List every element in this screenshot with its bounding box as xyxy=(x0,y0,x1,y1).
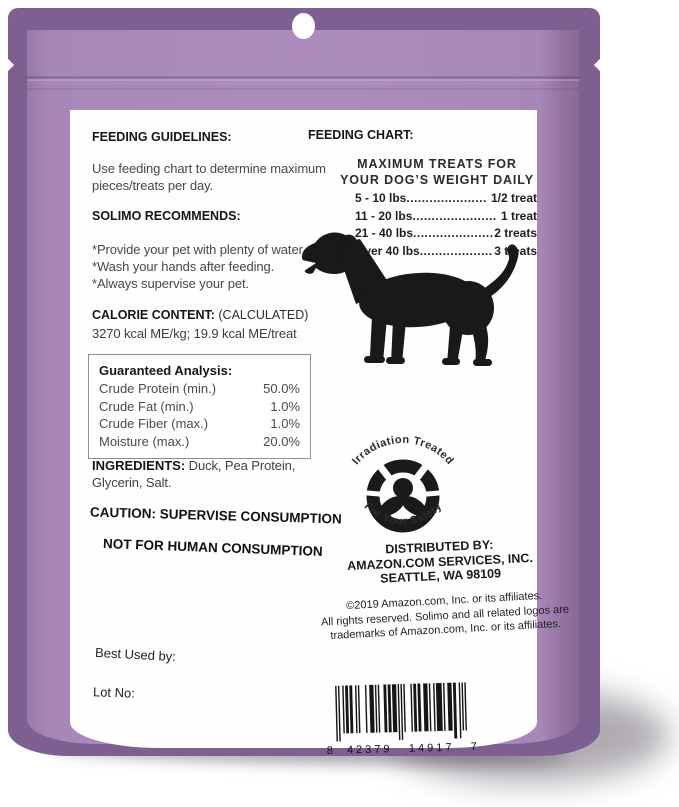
treat-amount: 1/2 treat xyxy=(490,191,537,205)
zipper-seam-highlight xyxy=(27,79,579,81)
analysis-name: Crude Fiber (max.) xyxy=(99,416,209,431)
analysis-value: 1.0% xyxy=(270,398,300,414)
tear-notch-right xyxy=(593,57,609,73)
analysis-name: Moisture (max.) xyxy=(99,433,190,449)
guaranteed-analysis-table: Guaranteed Analysis: Crude Protein (min.… xyxy=(88,354,311,459)
analysis-name: Crude Protein (min.) xyxy=(99,381,217,396)
recommend-item: *Provide your pet with plenty of water. xyxy=(92,242,306,257)
calorie-value: 3270 kcal ME/kg; 19.9 kcal ME/treat xyxy=(92,326,297,341)
ingredients-text: Duck, Pea Protein, Glycerin, Salt. xyxy=(92,458,296,490)
upc-digit-right: 7 xyxy=(470,741,477,754)
ingredients-heading: INGREDIENTS: xyxy=(92,458,186,473)
analysis-row: Crude Fat (min.) 1.0% xyxy=(99,398,300,416)
chart-title-line: YOUR DOG’S WEIGHT DAILY xyxy=(340,173,534,187)
weight-range: Over 40 lbs xyxy=(355,243,420,258)
caution-statement: CAUTION: SUPERVISE CONSUMPTION xyxy=(89,504,342,527)
weight-range: 21 - 40 lbs xyxy=(355,226,414,240)
tear-notch-left xyxy=(0,57,15,73)
analysis-row: Crude Protein (min.) 50.0% xyxy=(99,380,300,398)
chart-title-line: MAXIMUM TREATS FOR xyxy=(357,157,517,171)
analysis-title: Guaranteed Analysis: xyxy=(99,363,233,378)
upc-group-2: 14917 xyxy=(408,741,455,755)
best-used-by-label: Best Used by: xyxy=(94,644,177,665)
upc-group-1: 42379 xyxy=(346,743,393,757)
back-label: FEEDING GUIDELINES: Use feeding chart to… xyxy=(70,110,569,757)
analysis-name: Crude Fat (min.) xyxy=(99,398,194,414)
upc-digit-left: 8 xyxy=(326,744,334,757)
zipper-seam-lower xyxy=(27,88,579,90)
feeding-chart-row: 21 - 40 lbs ...................... 2 tre… xyxy=(355,225,537,243)
leader-dots: ...................... xyxy=(412,208,497,223)
solimo-recommends-heading: SOLIMO RECOMMENDS: xyxy=(92,209,241,223)
leader-dots: ..................... xyxy=(406,191,487,205)
analysis-value: 20.0% xyxy=(263,433,300,449)
leader-dots: ...................... xyxy=(413,226,495,240)
calorie-heading: CALORIE CONTENT: xyxy=(92,308,215,322)
treat-amount: 2 treats xyxy=(494,226,537,240)
feeding-chart-row: 11 - 20 lbs ...................... 1 tre… xyxy=(355,208,537,226)
recommend-item: *Wash your hands after feeding. xyxy=(92,259,275,274)
analysis-value: 1.0% xyxy=(270,416,300,431)
treat-amount: 1 treat xyxy=(500,208,537,223)
analysis-row: Crude Fiber (max.) 1.0% xyxy=(99,415,300,433)
irradiation-symbol: Irradiation Treated For Your Safety xyxy=(350,434,455,533)
analysis-row: Moisture (max.) 20.0% xyxy=(99,433,300,451)
recommend-item: *Always supervise your pet. xyxy=(92,276,249,291)
analysis-value: 50.0% xyxy=(263,381,300,396)
calorie-heading-suffix: (CALCULATED) xyxy=(214,308,309,322)
weight-range: 5 - 10 lbs xyxy=(355,191,407,205)
leader-dots: ................... xyxy=(419,243,493,258)
zipper-seam xyxy=(27,76,579,79)
feeding-guidelines-body: Use feeding chart to determine maximum p… xyxy=(92,161,326,193)
feeding-chart-row: Over 40 lbs ................... 3 treats xyxy=(355,243,537,261)
feeding-chart-row: 5 - 10 lbs ..................... 1/2 tre… xyxy=(355,190,537,208)
feeding-chart-heading: FEEDING CHART: xyxy=(308,128,414,142)
upc-barcode: 8 42379 14917 7 xyxy=(325,682,477,757)
feeding-guidelines-heading: FEEDING GUIDELINES: xyxy=(92,130,232,144)
hang-hole xyxy=(292,13,315,39)
dog-silhouette xyxy=(302,232,519,366)
lot-no-label: Lot No: xyxy=(92,684,136,701)
weight-range: 11 - 20 lbs xyxy=(355,208,413,223)
